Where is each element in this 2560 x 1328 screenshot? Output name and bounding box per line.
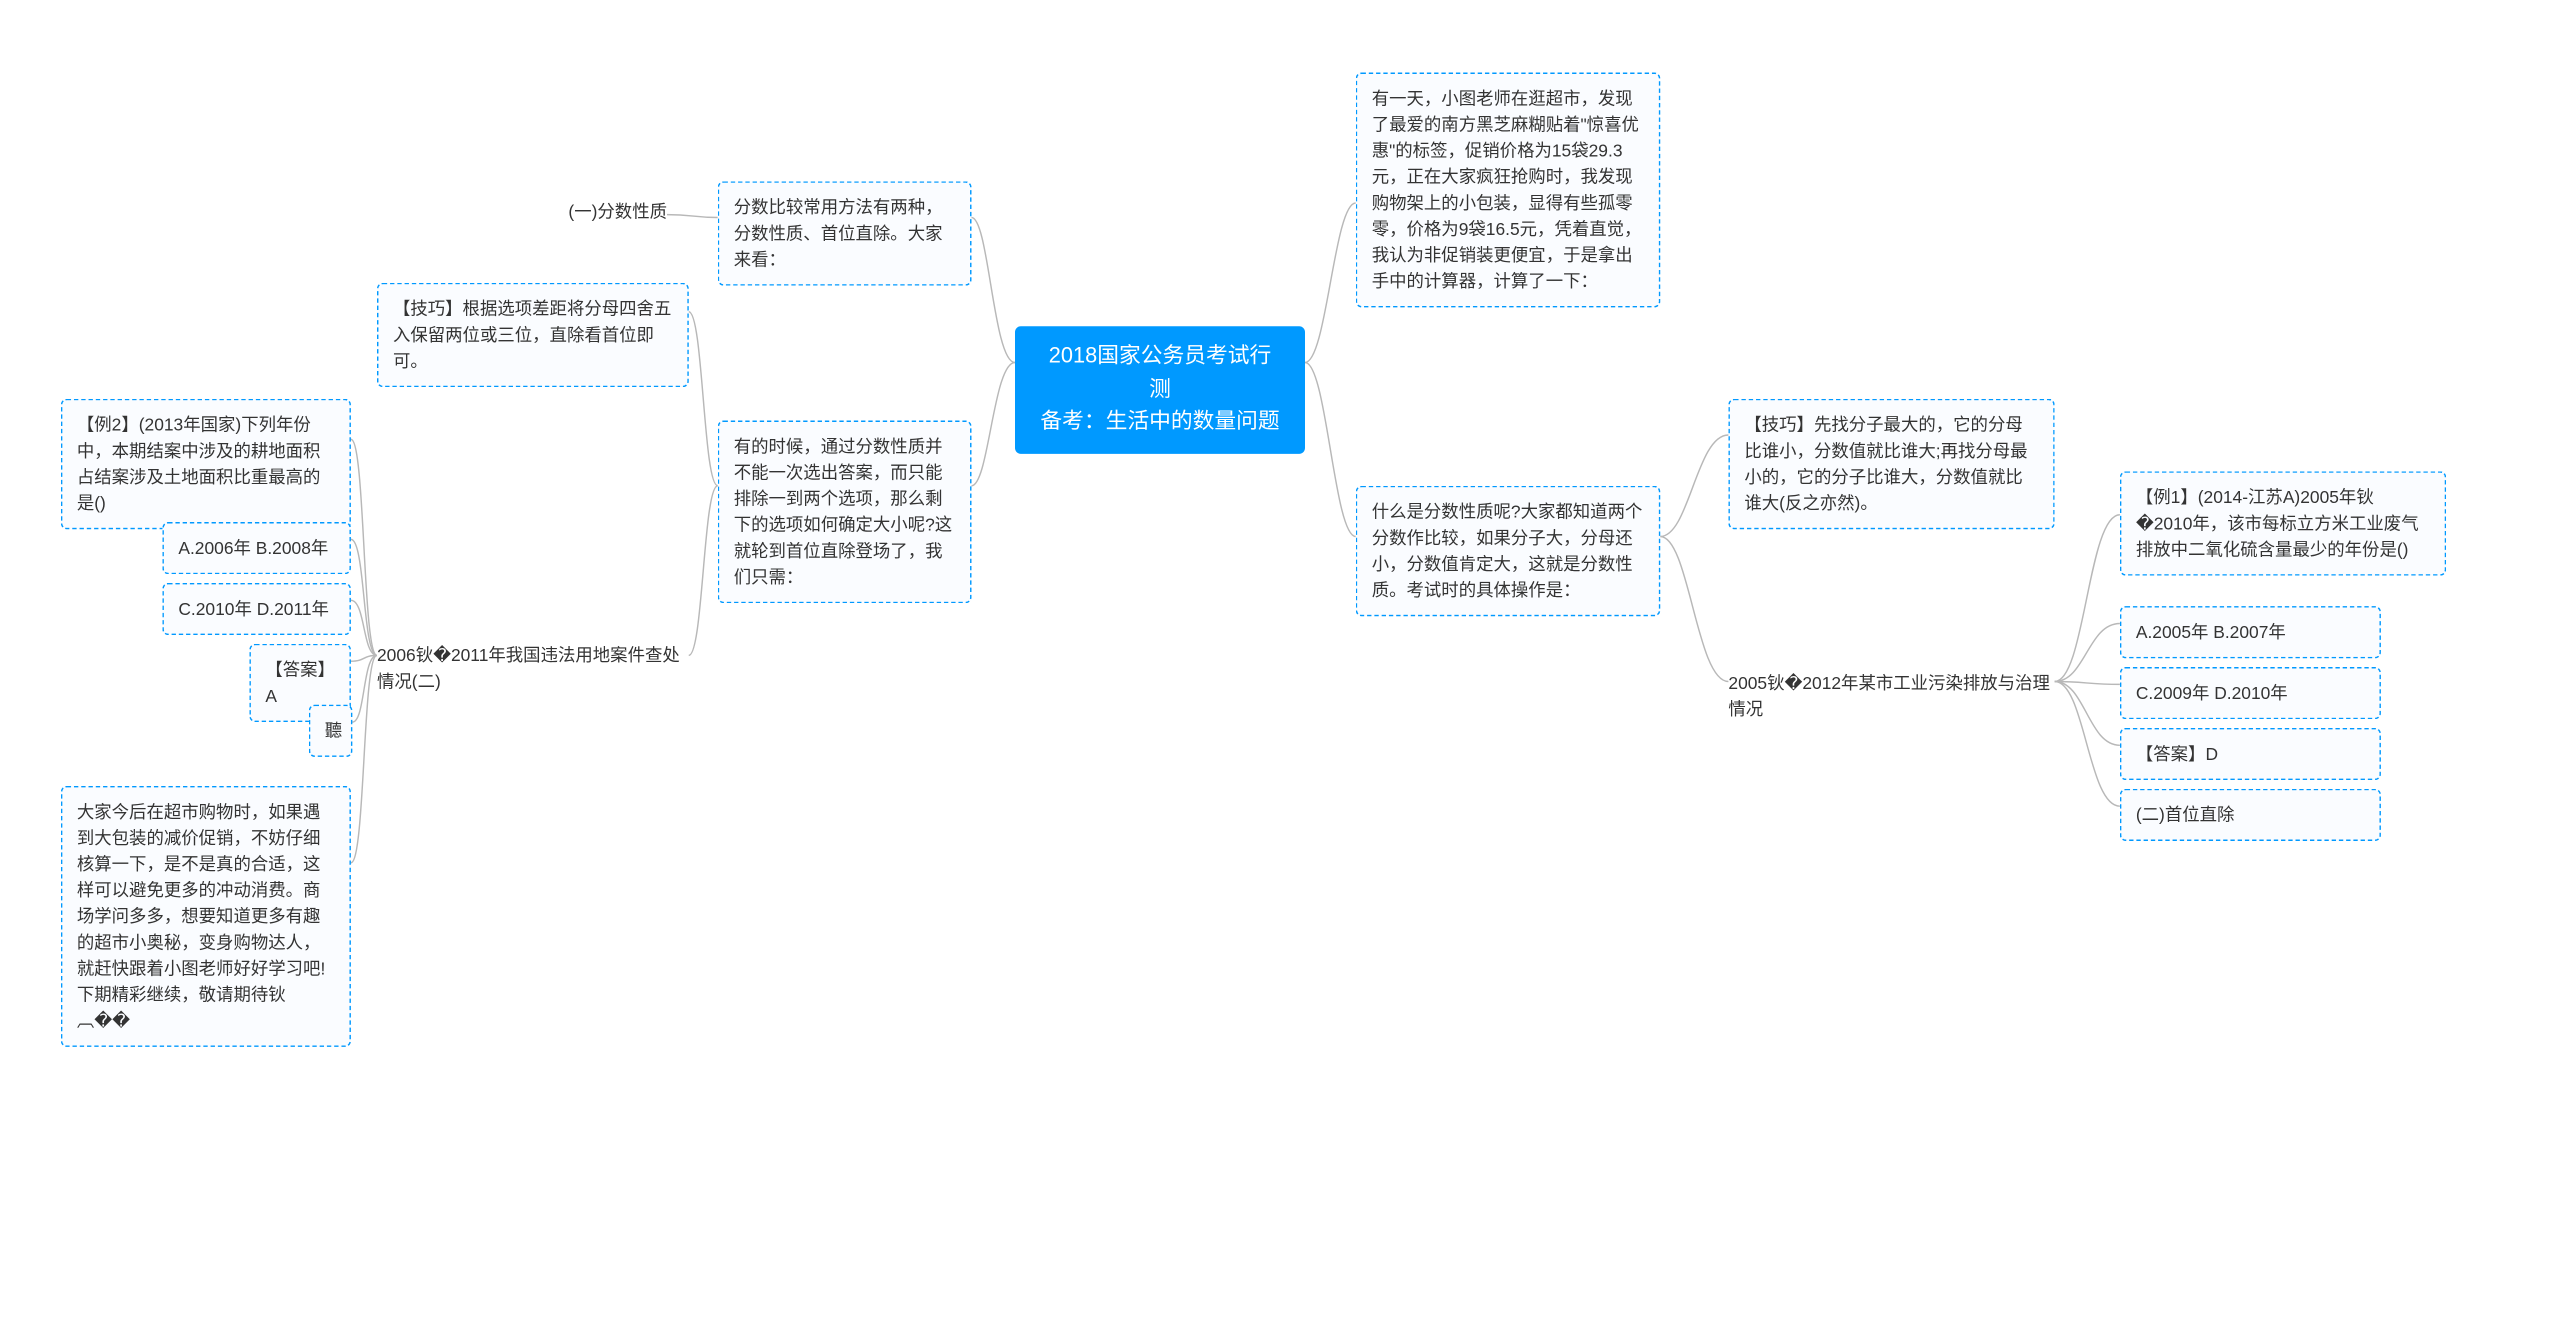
text-example1: 【例1】(2014-江苏A)2005年钬�2010年，该市每标立方米工业废气排放… [2136,487,2419,559]
node-ting[interactable]: 聽 [309,705,353,757]
text-sometimes: 有的时候，通过分数性质并不能一次选出答案，而只能排除一到两个选项，那么剩下的选项… [734,436,952,587]
text-section1: (一)分数性质 [568,202,667,222]
node-tip-left[interactable]: 【技巧】根据选项差距将分母四舍五入保留两位或三位，直除看首位即可。 [377,283,689,387]
text-table-caption-left: 2006钬�2011年我国违法用地案件查处情况(二) [377,645,680,691]
text-opt-cd-right: C.2009年 D.2010年 [2136,683,2288,703]
root-node[interactable]: 2018国家公务员考试行测 备考：生活中的数量问题 [1015,326,1305,453]
text-methods: 分数比较常用方法有两种，分数性质、首位直除。大家来看： [734,197,943,270]
text-supermarket-story: 有一天，小图老师在逛超市，发现了最爱的南方黑芝麻糊贴着"惊喜优惠"的标签，促销价… [1372,88,1642,291]
node-opt-cd-right[interactable]: C.2009年 D.2010年 [2120,667,2381,719]
text-fraction-property: 什么是分数性质呢?大家都知道两个分数作比较，如果分子大，分母还小，分数值肯定大，… [1372,502,1643,601]
node-example1[interactable]: 【例1】(2014-江苏A)2005年钬�2010年，该市每标立方米工业废气排放… [2120,471,2446,575]
text-table-caption-right: 2005钬�2012年某市工业污染排放与治理情况 [1728,673,2049,719]
text-opt-ab-left: A.2006年 B.2008年 [178,538,328,558]
text-conclusion: 大家今后在超市购物时，如果遇到大包装的减价促销，不妨仔细核算一下，是不是真的合适… [77,802,325,1031]
node-sometimes[interactable]: 有的时候，通过分数性质并不能一次选出答案，而只能排除一到两个选项，那么剩下的选项… [718,421,972,604]
text-tip-left: 【技巧】根据选项差距将分母四舍五入保留两位或三位，直除看首位即可。 [393,299,671,372]
text-answer-left: 【答案】A [265,660,335,706]
text-example2: 【例2】(2013年国家)下列年份中，本期结案中涉及的耕地面积占结案涉及土地面积… [77,415,321,514]
text-opt-cd-left: C.2010年 D.2011年 [178,599,329,619]
node-fraction-property[interactable]: 什么是分数性质呢?大家都知道两个分数作比较，如果分子大，分母还小，分数值肯定大，… [1356,486,1661,616]
root-line2: 备考：生活中的数量问题 [1038,406,1282,439]
node-tip-right[interactable]: 【技巧】先找分子最大的，它的分母比谁小，分数值就比谁大;再找分母最小的，它的分子… [1728,399,2054,530]
node-table-caption-left[interactable]: 2006钬�2011年我国违法用地案件查处情况(二) [377,639,689,697]
node-supermarket-story[interactable]: 有一天，小图老师在逛超市，发现了最爱的南方黑芝麻糊贴着"惊喜优惠"的标签，促销价… [1356,73,1661,308]
node-answer-right[interactable]: 【答案】D [2120,728,2381,780]
text-tip-right: 【技巧】先找分子最大的，它的分母比谁小，分数值就比谁大;再找分母最小的，它的分子… [1744,415,2027,514]
text-opt-ab-right: A.2005年 B.2007年 [2136,622,2286,642]
node-example2[interactable]: 【例2】(2013年国家)下列年份中，本期结案中涉及的耕地面积占结案涉及土地面积… [61,399,351,530]
node-section2[interactable]: (二)首位直除 [2120,789,2381,841]
node-section1[interactable]: (一)分数性质 [551,196,667,228]
text-ting: 聽 [325,721,342,741]
node-table-caption-right[interactable]: 2005钬�2012年某市工业污染排放与治理情况 [1728,667,2054,725]
node-opt-ab-right[interactable]: A.2005年 B.2007年 [2120,606,2381,658]
text-answer-right: 【答案】D [2136,744,2218,764]
node-opt-ab-left[interactable]: A.2006年 B.2008年 [162,522,351,574]
text-section2: (二)首位直除 [2136,805,2235,825]
root-line1: 2018国家公务员考试行测 [1038,341,1282,406]
node-conclusion[interactable]: 大家今后在超市购物时，如果遇到大包装的减价促销，不妨仔细核算一下，是不是真的合适… [61,786,351,1047]
node-opt-cd-left[interactable]: C.2010年 D.2011年 [162,583,351,635]
node-methods[interactable]: 分数比较常用方法有两种，分数性质、首位直除。大家来看： [718,181,972,285]
